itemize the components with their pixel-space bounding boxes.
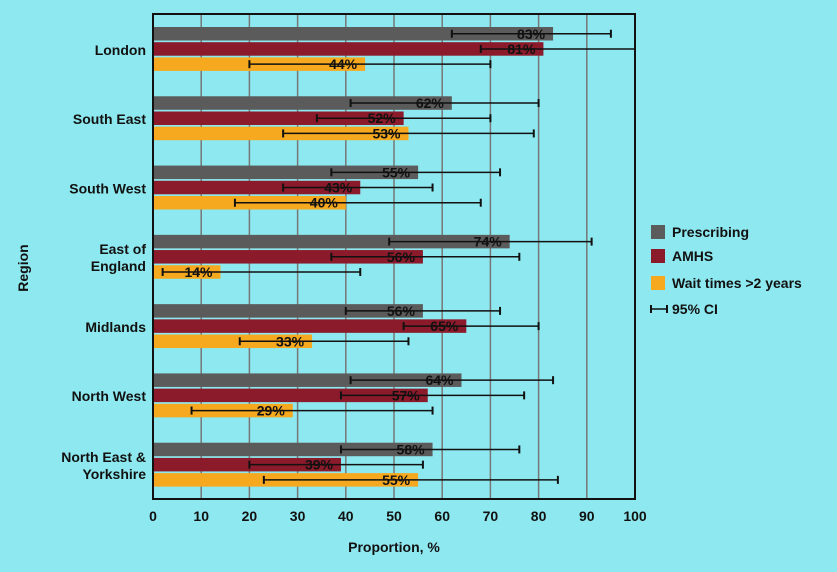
- data-labels: 83%81% 44% 62% 52%53% 55% 43%40% 74% 56% 14% 56% 6…: [184, 26, 545, 488]
- region-label: South West: [69, 180, 146, 196]
- data-label: 81%: [507, 41, 536, 57]
- x-tick-label: 0: [149, 508, 157, 524]
- bar: [153, 165, 419, 180]
- data-label: 74%: [474, 234, 503, 250]
- bar: [153, 234, 510, 249]
- region-label: England: [91, 258, 146, 274]
- data-label: 56%: [387, 303, 416, 319]
- legend-label: AMHS: [672, 248, 713, 264]
- plot-frame: [152, 13, 636, 500]
- x-tick-labels: 0 10 20 30 40 50 60 70 80 90 100: [149, 508, 647, 524]
- x-tick-label: 30: [290, 508, 306, 524]
- region-labels: London South East South West East ofEngland…: [61, 42, 146, 482]
- data-label: 58%: [397, 441, 426, 457]
- data-label: 33%: [276, 333, 305, 349]
- y-axis-title: Region: [15, 244, 31, 291]
- data-label: 62%: [416, 95, 445, 111]
- x-tick-label: 100: [623, 508, 647, 524]
- x-tick-label: 80: [531, 508, 547, 524]
- legend-swatch: [651, 249, 665, 263]
- data-label: 14%: [184, 264, 213, 280]
- data-label: 83%: [517, 26, 546, 42]
- x-tick-label: 60: [434, 508, 450, 524]
- data-label: 39%: [305, 457, 334, 473]
- data-label: 55%: [382, 164, 411, 180]
- region-label: South East: [73, 111, 146, 127]
- bar: [153, 442, 433, 457]
- data-label: 64%: [425, 372, 454, 388]
- x-tick-label: 70: [483, 508, 499, 524]
- legend-label: Prescribing: [672, 224, 749, 240]
- bar: [153, 96, 452, 110]
- bar: [153, 319, 467, 333]
- region-label: East of: [99, 241, 146, 257]
- data-label: 65%: [430, 318, 459, 334]
- legend-label: 95% CI: [672, 301, 718, 317]
- bar: [153, 42, 544, 56]
- data-label: 40%: [310, 195, 339, 211]
- x-tick-label: 50: [386, 508, 402, 524]
- data-label: 53%: [372, 125, 401, 141]
- region-label: London: [95, 42, 146, 58]
- data-label: 29%: [257, 403, 286, 419]
- data-label: 57%: [392, 387, 421, 403]
- data-label: 43%: [324, 180, 353, 196]
- bar: [153, 126, 409, 141]
- data-label: 52%: [368, 110, 397, 126]
- region-label: Midlands: [85, 319, 146, 335]
- x-tick-label: 10: [193, 508, 209, 524]
- bar: [153, 111, 404, 125]
- region-label: North West: [72, 388, 147, 404]
- region-label: North East &: [61, 449, 146, 465]
- legend: Prescribing AMHS Wait times >2 years 95% CI: [650, 224, 802, 317]
- x-tick-label: 20: [242, 508, 258, 524]
- data-label: 44%: [329, 56, 358, 72]
- data-label: 56%: [387, 249, 416, 265]
- bar: [153, 457, 341, 472]
- data-label: 55%: [382, 472, 411, 488]
- legend-label: Wait times >2 years: [672, 275, 802, 291]
- bar: [153, 388, 428, 403]
- bar: [153, 250, 423, 264]
- bars: [153, 27, 554, 487]
- x-tick-label: 90: [579, 508, 595, 524]
- bar: [153, 304, 423, 318]
- legend-swatch: [651, 276, 665, 290]
- bar: [153, 180, 361, 195]
- bar: [153, 373, 462, 387]
- region-label: Yorkshire: [82, 466, 146, 482]
- bar: [153, 27, 554, 41]
- x-axis-title: Proportion, %: [348, 539, 440, 555]
- legend-swatch: [651, 225, 665, 239]
- bar: [153, 334, 313, 349]
- x-tick-label: 40: [338, 508, 354, 524]
- error-bars: [161, 29, 636, 484]
